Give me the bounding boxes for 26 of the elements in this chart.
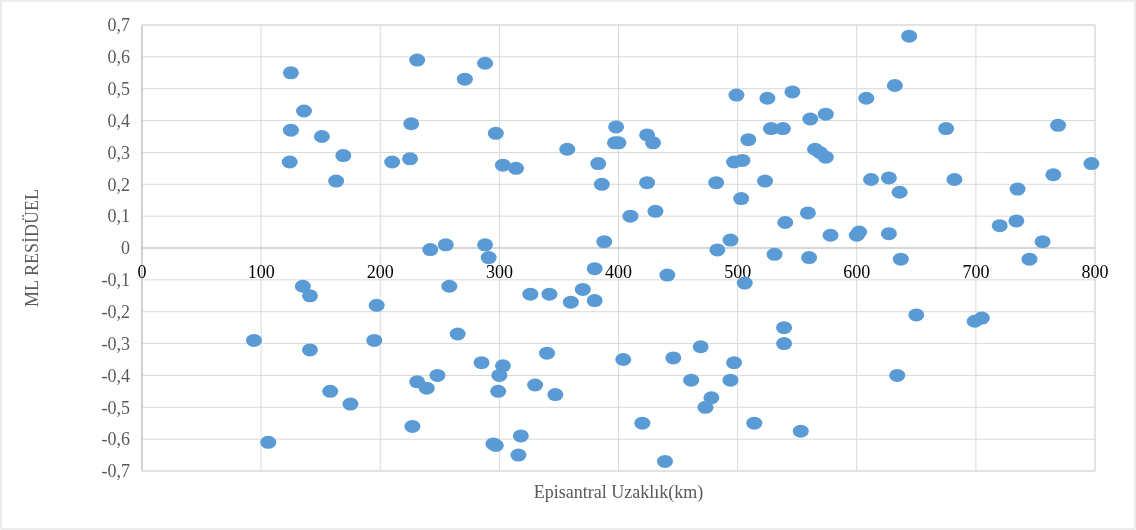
x-tick-label: 300 <box>485 262 513 282</box>
x-tick-label: 0 <box>137 262 147 282</box>
y-tick-label: 0,6 <box>107 47 130 68</box>
x-tick-label: 400 <box>605 262 632 282</box>
y-tick-label: -0,1 <box>101 270 130 291</box>
x-tick-label: 600 <box>843 262 871 282</box>
x-axis-title: Episantral Uzaklık(km) <box>533 482 704 503</box>
y-axis-title: ML RESİDÜEL <box>22 189 42 307</box>
y-tick-label: 0,3 <box>107 142 130 163</box>
y-tick-label: 0,5 <box>107 79 130 100</box>
x-tick-label: 700 <box>962 262 990 282</box>
y-tick-label: 0,1 <box>107 206 130 227</box>
y-tick-label: -0,7 <box>101 461 130 482</box>
y-tick-label: 0,7 <box>107 15 130 36</box>
y-tick-label: -0,2 <box>101 302 130 323</box>
x-tick-label: 100 <box>247 262 275 282</box>
x-tick-label: 200 <box>366 262 394 282</box>
y-tick-label: -0,6 <box>101 429 130 450</box>
x-tick-label: 500 <box>724 262 752 282</box>
y-tick-label: 0,4 <box>107 110 130 131</box>
y-tick-label: -0,5 <box>101 397 130 418</box>
y-tick-label: 0 <box>121 238 130 259</box>
y-tick-label: 0,2 <box>107 174 130 195</box>
y-tick-label: -0,4 <box>101 365 130 386</box>
x-tick-label: 800 <box>1081 262 1109 282</box>
y-tick-label: -0,3 <box>101 333 130 354</box>
